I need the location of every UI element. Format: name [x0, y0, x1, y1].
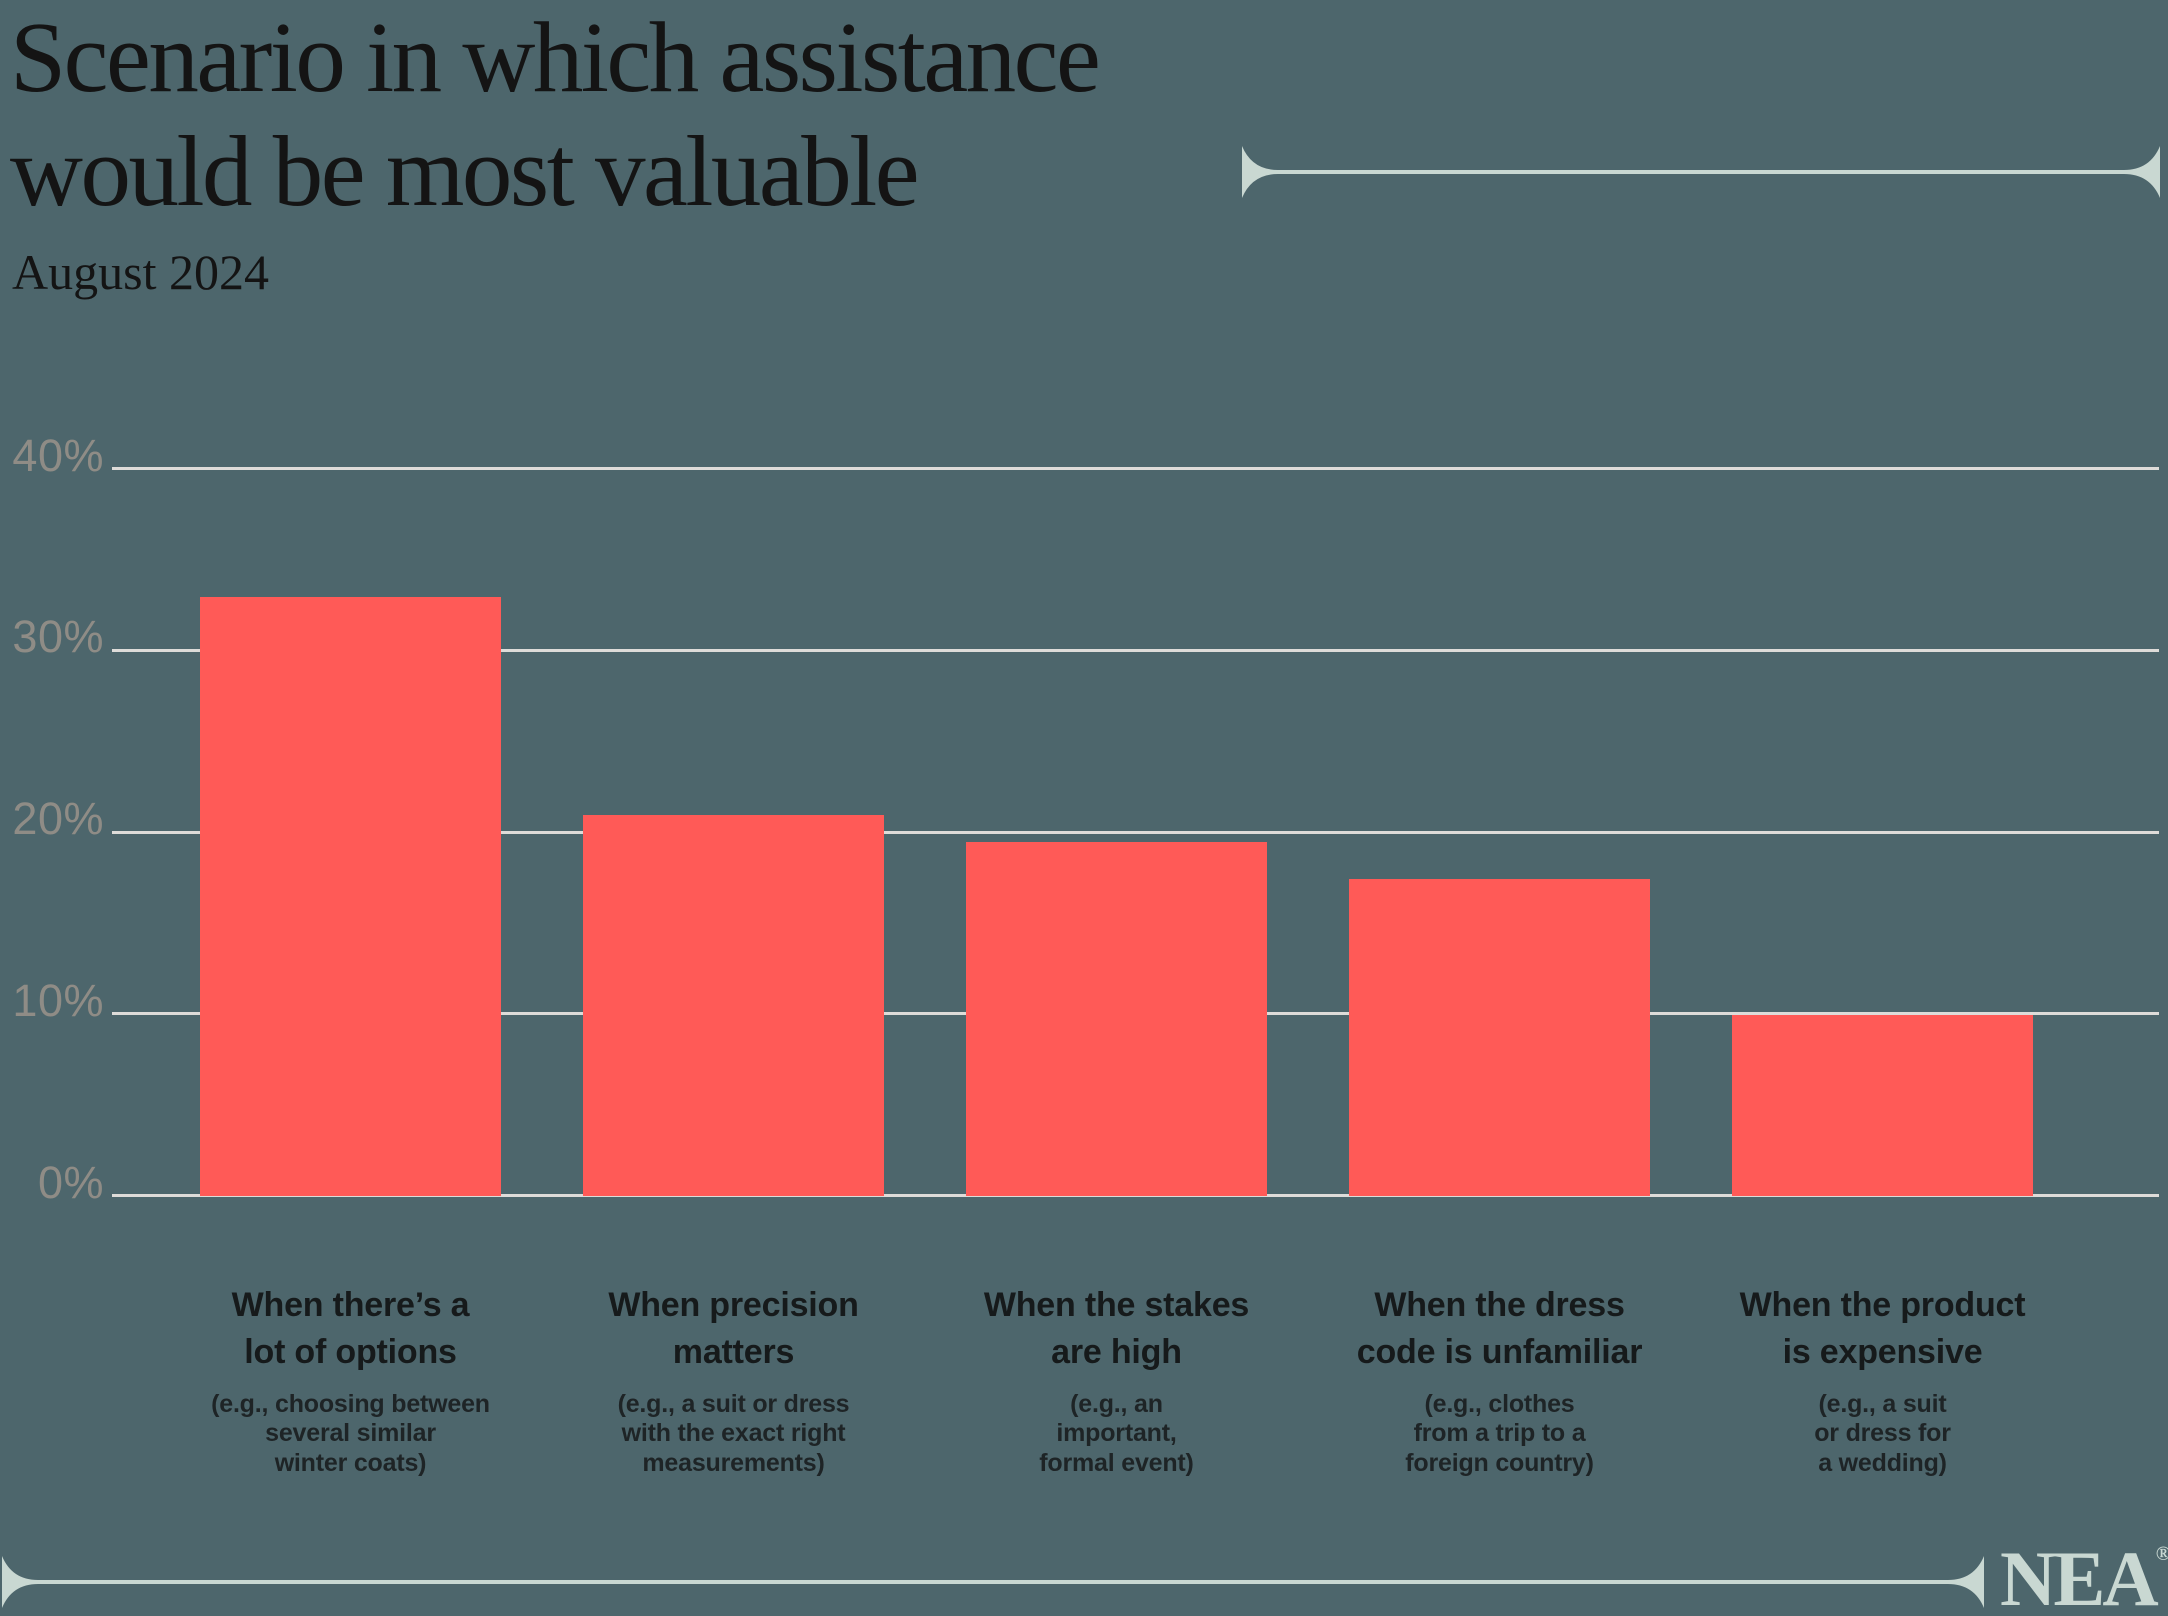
category-sublabel-line: from a trip to a	[1413, 1419, 1586, 1448]
y-tick-label-10: 10%	[12, 974, 104, 1026]
y-tick-label-20: 20%	[12, 793, 104, 845]
category-label-line: When the stakes	[983, 1286, 1250, 1324]
category-sublabel: (e.g., clothes from a trip to a foreign co…	[1310, 1390, 1690, 1479]
category-sublabel-line: (e.g., an	[1070, 1389, 1163, 1418]
category-sublabel: (e.g., an important, formal event)	[927, 1390, 1307, 1479]
category-label-line: When there’s a	[231, 1286, 470, 1324]
y-tick-label-40: 40%	[12, 429, 104, 481]
page-title: Scenario in which assistance would be mo…	[10, 0, 1101, 228]
category-label-2: When precision matters (e.g., a suit or dr…	[544, 1282, 924, 1478]
category-sublabel-line: or dress for	[1814, 1419, 1951, 1448]
category-sublabel-line: (e.g., a suit	[1818, 1389, 1947, 1418]
top-decorative-rule	[1242, 146, 2160, 198]
category-sublabel-line: foreign country)	[1405, 1448, 1594, 1477]
gridline-30	[112, 648, 2159, 652]
gridline-20	[112, 830, 2159, 834]
category-label-line: code is unfamiliar	[1356, 1332, 1643, 1371]
bottom-decorative-rule	[2, 1556, 1984, 1608]
category-label-main: When precision matters	[544, 1282, 924, 1376]
category-label-line: matters	[672, 1332, 795, 1371]
page-title-line2: would be most valuable	[10, 115, 920, 228]
nea-logo: NEA®	[2000, 1540, 2168, 1616]
swelled-rule-shape	[2, 1556, 1984, 1608]
category-label-3: When the stakes are high (e.g., an importan…	[927, 1282, 1307, 1478]
category-sublabel-line: (e.g., clothes	[1424, 1389, 1575, 1418]
category-label-4: When the dress code is unfamiliar (e.g., c…	[1310, 1282, 1690, 1478]
category-label-main: When the stakes are high	[927, 1282, 1307, 1376]
category-label-line: are high	[1051, 1332, 1182, 1371]
registered-trademark-icon: ®	[2155, 1543, 2168, 1565]
bar-2	[583, 814, 884, 1197]
category-sublabel-line: formal event)	[1039, 1448, 1194, 1477]
category-label-5: When the product is expensive (e.g., a sui…	[1693, 1282, 2073, 1478]
category-sublabel-line: with the exact right	[621, 1419, 846, 1448]
y-tick-label-0: 0%	[37, 1156, 104, 1208]
nea-logo-text: NEA	[2000, 1535, 2159, 1616]
category-sublabel-line: (e.g., a suit or dress	[617, 1389, 850, 1418]
category-label-line: is expensive	[1782, 1332, 1983, 1371]
category-label-line: When the product	[1739, 1286, 2026, 1324]
bar-3	[966, 842, 1267, 1197]
category-sublabel: (e.g., a suit or dress for a wedding)	[1693, 1390, 2073, 1479]
category-sublabel-line: (e.g., choosing between	[211, 1389, 490, 1418]
category-label-main: When the dress code is unfamiliar	[1310, 1282, 1690, 1376]
swelled-rule-shape	[1242, 146, 2160, 198]
category-sublabel-line: winter coats)	[274, 1448, 427, 1477]
category-sublabel-line: important,	[1056, 1419, 1177, 1448]
category-label-line: lot of options	[244, 1332, 457, 1371]
bar-5	[1732, 1014, 2033, 1197]
category-sublabel: (e.g., a suit or dress with the exact rig…	[544, 1390, 924, 1479]
category-label-line: When precision	[608, 1286, 859, 1324]
bar-1	[200, 596, 501, 1197]
category-label-main: When the product is expensive	[1693, 1282, 2073, 1376]
category-label-line: When the dress	[1374, 1286, 1625, 1324]
category-label-1: When there’s a lot of options (e.g., choos…	[161, 1282, 541, 1478]
category-sublabel: (e.g., choosing between several similar wi…	[161, 1390, 541, 1479]
category-sublabel-line: several similar	[265, 1419, 436, 1448]
y-tick-label-30: 30%	[12, 611, 104, 663]
page-subtitle: August 2024	[12, 244, 269, 300]
gridline-40	[112, 467, 2159, 471]
bar-4	[1349, 878, 1650, 1197]
category-sublabel-line: measurements)	[642, 1448, 825, 1477]
category-label-main: When there’s a lot of options	[161, 1282, 541, 1376]
page-title-line1: Scenario in which assistance	[10, 1, 1101, 113]
category-sublabel-line: a wedding)	[1818, 1448, 1947, 1477]
